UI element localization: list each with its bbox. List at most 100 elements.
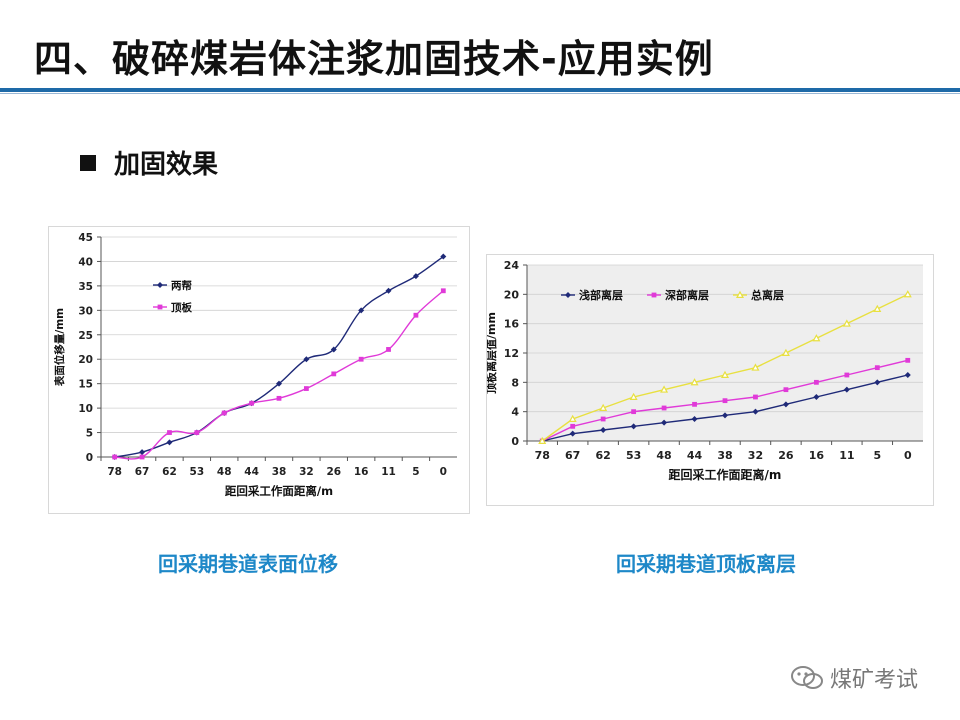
legend-marker — [157, 282, 163, 288]
data-point — [440, 253, 447, 260]
y-tick-label: 30 — [78, 305, 93, 317]
caption-separation: 回采期巷道顶板离层 — [616, 552, 796, 576]
data-point — [112, 454, 118, 460]
data-point — [276, 380, 282, 387]
data-point — [599, 403, 608, 411]
data-point — [690, 378, 699, 386]
title-divider-thin — [0, 93, 960, 94]
data-point — [904, 372, 911, 378]
caption-displacement: 回采期巷道表面位移 — [158, 552, 338, 576]
data-point — [413, 312, 419, 318]
y-tick-label: 45 — [78, 232, 93, 244]
data-point — [166, 439, 173, 446]
y-tick-label: 40 — [78, 256, 93, 268]
data-point — [691, 416, 698, 422]
y-tick-label: 0 — [86, 452, 93, 464]
y-tick-label: 20 — [78, 354, 93, 366]
x-tick-label: 0 — [440, 466, 447, 478]
chart-frame-displacement: 0 5 10 15 20 25 30 35 40 45 78 67 62 53 48 44 38 32 26 16 11… — [48, 226, 470, 514]
y-tick-label: 20 — [504, 288, 520, 301]
data-point — [720, 370, 730, 379]
data-point — [661, 419, 668, 426]
data-point — [221, 410, 227, 416]
x-tick-label: 0 — [904, 449, 912, 462]
data-point — [783, 387, 789, 393]
x-tick-label: 11 — [381, 466, 396, 478]
x-tick-label: 5 — [873, 449, 881, 462]
legend-marker — [735, 290, 745, 299]
legend-marker — [157, 304, 163, 310]
data-point — [782, 401, 789, 408]
chart-frame-separation: 0 4 8 12 16 20 24 78 67 62 53 48 44 38 32 26 16 11 5 0 距回采工作… — [484, 254, 934, 506]
plot-area — [101, 237, 457, 457]
data-point — [873, 304, 882, 313]
x-tick-label: 53 — [190, 466, 205, 478]
y-tick-label: 10 — [78, 403, 93, 415]
y-tick-label: 5 — [86, 428, 93, 440]
y-tick-label: 8 — [511, 376, 519, 389]
data-point — [568, 414, 577, 422]
title-divider — [0, 88, 960, 92]
data-point — [440, 288, 446, 294]
y-tick-label: 15 — [78, 379, 93, 391]
y-axis-label: 表面位移量/mm — [53, 308, 66, 387]
data-point — [538, 436, 547, 444]
data-point — [781, 348, 790, 357]
data-point — [167, 430, 172, 435]
data-point — [570, 423, 576, 429]
square-bullet-icon — [80, 154, 96, 171]
data-point — [905, 357, 911, 363]
data-point — [753, 394, 758, 400]
data-point — [842, 319, 851, 327]
x-tick-label: 48 — [656, 449, 671, 462]
data-point — [751, 363, 760, 371]
data-point — [903, 290, 912, 298]
y-tick-label: 12 — [504, 347, 519, 360]
y-tick-label: 35 — [78, 281, 93, 293]
legend-label: 顶板 — [171, 301, 192, 314]
data-point — [385, 287, 392, 294]
data-point — [630, 423, 637, 430]
data-point — [629, 392, 638, 400]
watermark: 煤矿考试 — [790, 662, 918, 694]
data-point — [874, 365, 880, 371]
y-tick-label: 4 — [511, 406, 519, 419]
legend-label: 两帮 — [171, 279, 192, 292]
x-tick-label: 16 — [809, 449, 825, 462]
data-point — [249, 400, 255, 406]
x-tick-label: 62 — [595, 449, 610, 462]
data-point — [331, 371, 337, 377]
x-tick-label: 5 — [412, 466, 419, 478]
data-point — [722, 398, 728, 404]
data-point — [661, 405, 667, 411]
watermark-text: 煤矿考试 — [830, 668, 919, 693]
x-tick-label: 53 — [626, 449, 641, 462]
y-tick-label: 0 — [511, 435, 519, 448]
data-point — [813, 379, 819, 385]
y-tick-label: 25 — [78, 330, 93, 342]
x-tick-label: 38 — [717, 449, 732, 462]
x-tick-label: 62 — [162, 466, 177, 478]
data-point — [303, 356, 310, 363]
x-tick-label: 16 — [354, 466, 369, 478]
data-point — [752, 408, 759, 415]
data-point — [303, 386, 309, 391]
data-point — [139, 454, 145, 460]
data-point — [194, 430, 200, 435]
x-tick-label: 44 — [244, 466, 259, 478]
legend-label: 总离层 — [751, 288, 784, 302]
x-axis-label: 距回采工作面距离/m — [669, 467, 782, 482]
legend-marker — [651, 292, 657, 298]
data-point — [692, 401, 697, 407]
data-point — [874, 379, 881, 386]
slide-title: 四、破碎煤岩体注浆加固技术-应用实例 — [34, 37, 714, 81]
x-tick-label: 26 — [778, 449, 794, 462]
data-point — [600, 416, 606, 422]
data-point — [631, 409, 637, 415]
x-tick-label: 67 — [565, 449, 580, 462]
x-tick-label: 48 — [217, 466, 232, 478]
x-tick-label: 11 — [839, 449, 854, 462]
chart-surface-displacement: 0 5 10 15 20 25 30 35 40 45 78 67 62 53 48 44 38 32 26 16 11… — [53, 232, 457, 498]
legend-label: 浅部离层 — [579, 288, 623, 302]
